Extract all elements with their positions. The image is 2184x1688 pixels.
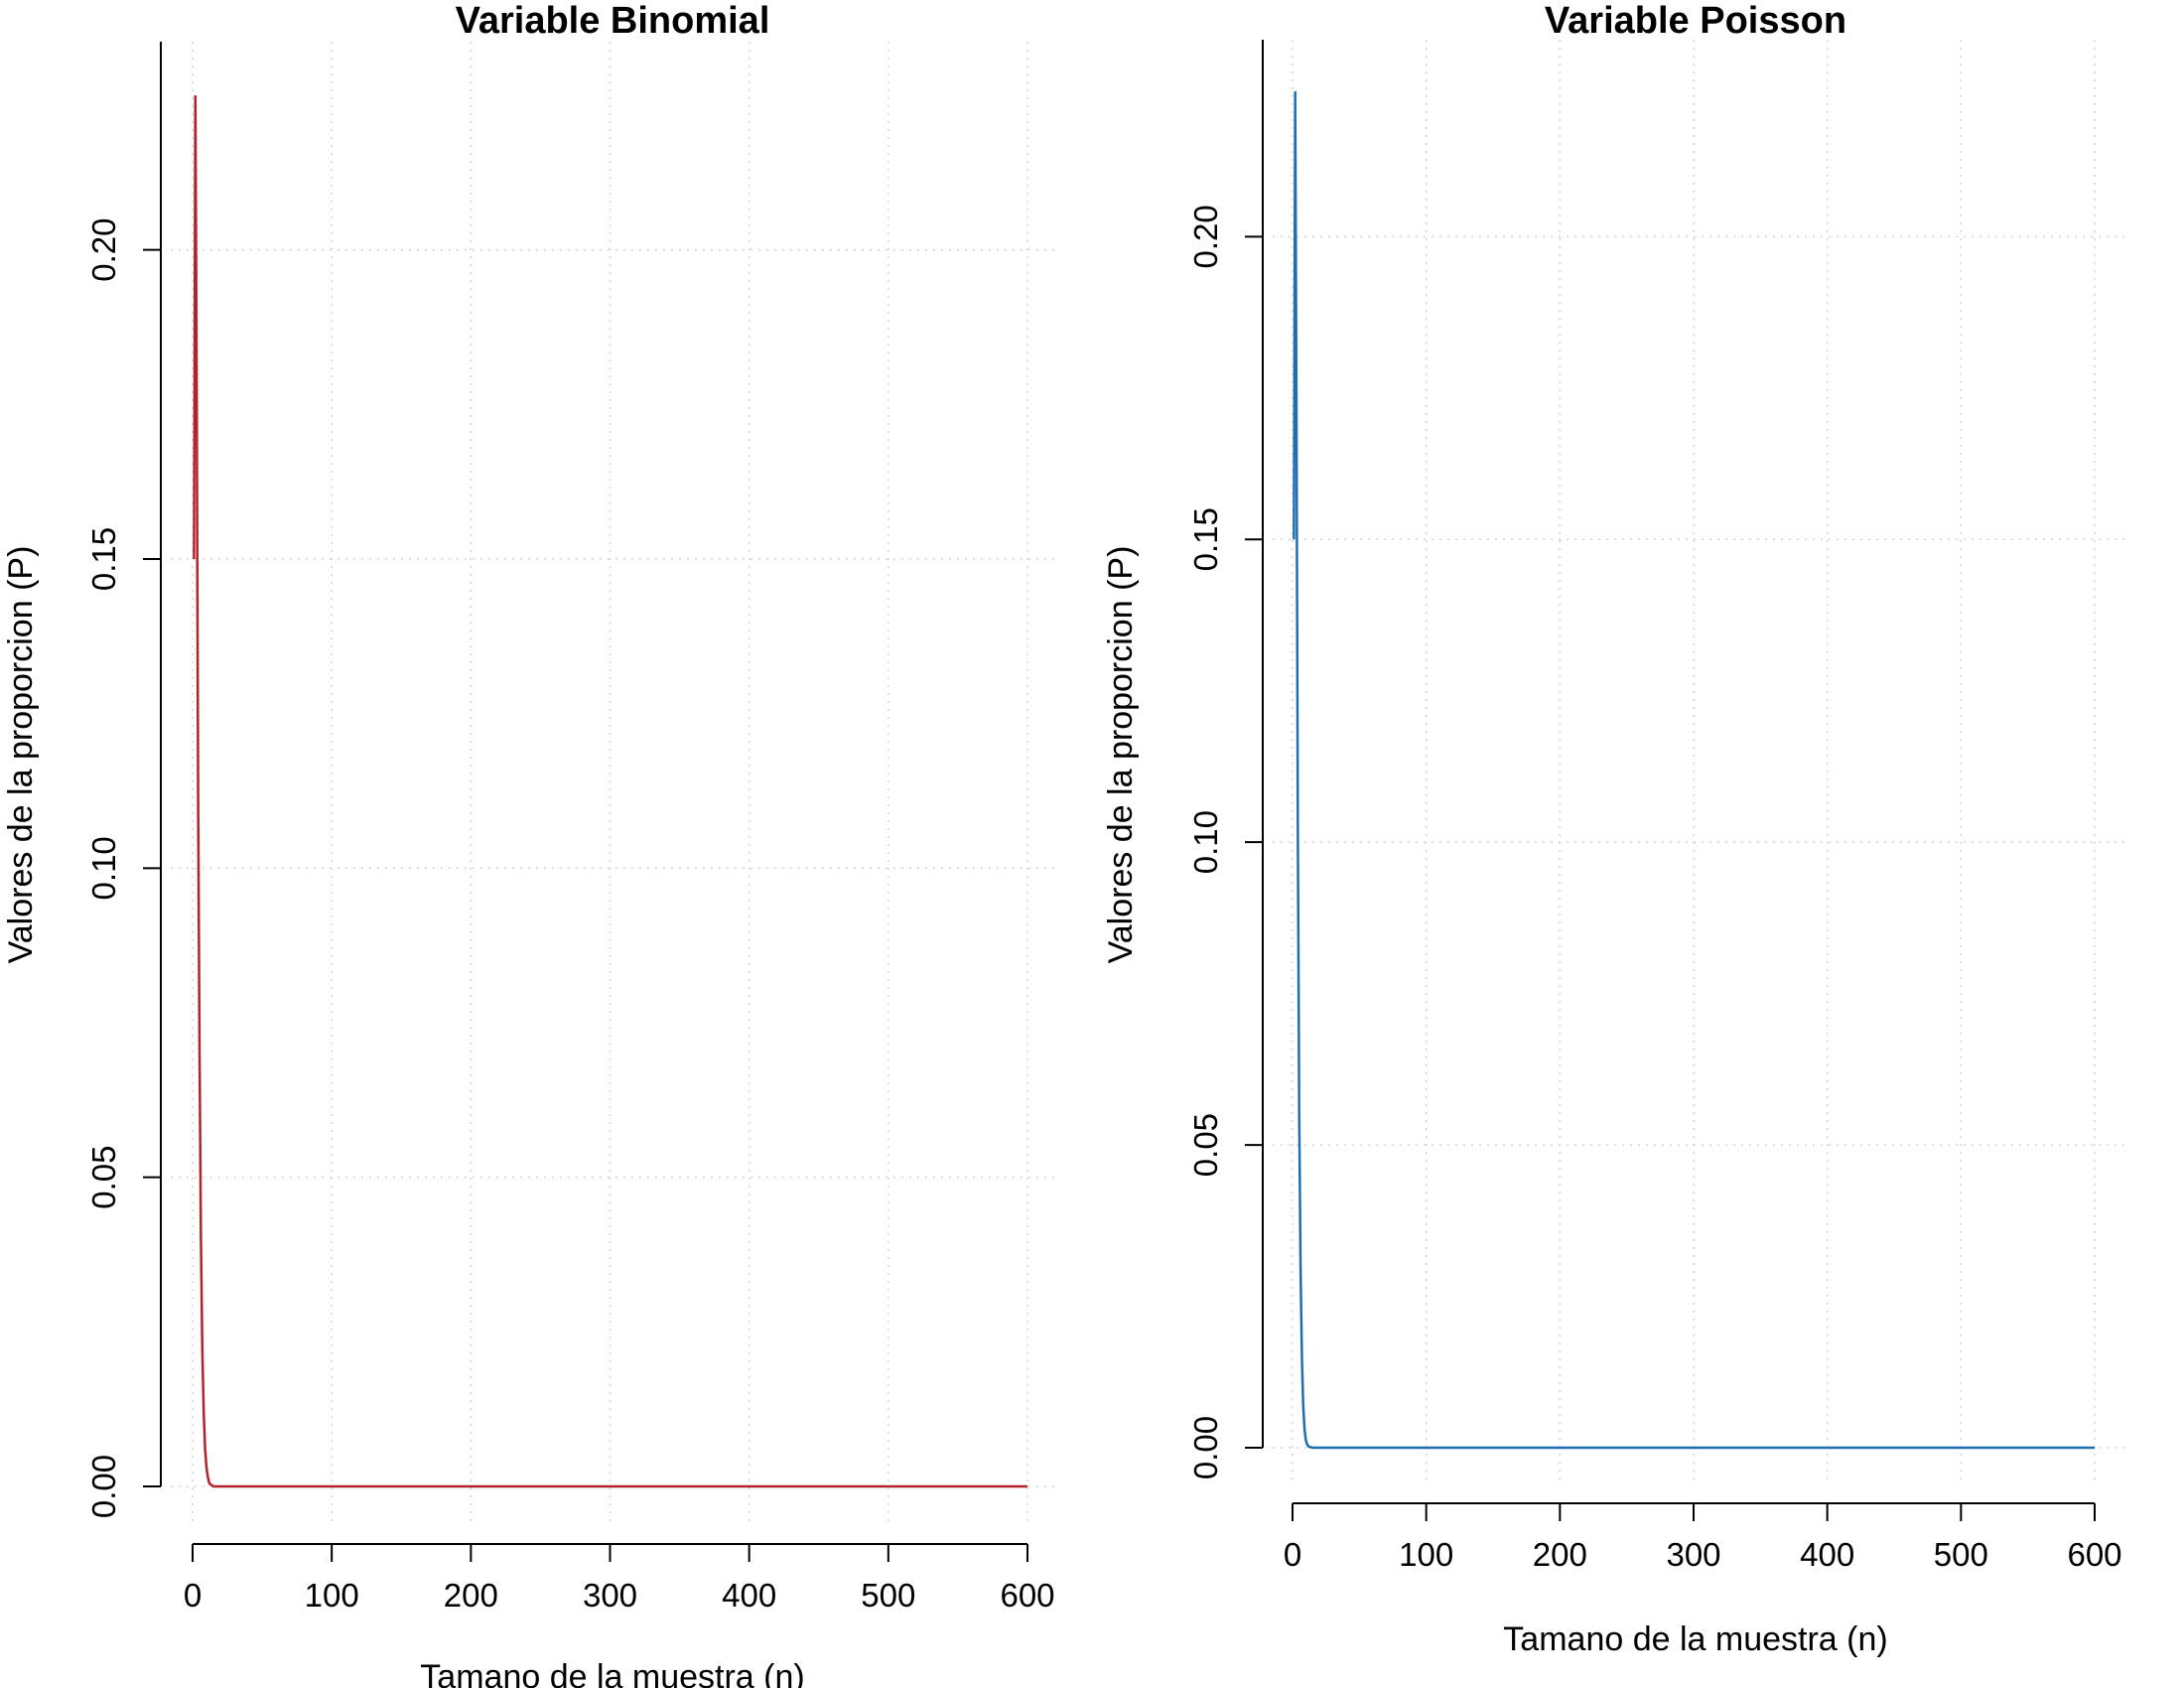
x-tick-label: 0 — [184, 1577, 202, 1614]
x-tick-label: 100 — [305, 1577, 359, 1614]
x-tick-label: 500 — [1934, 1536, 1988, 1573]
y-axis-label: Valores de la proporcion (P) — [2, 546, 40, 964]
x-tick-label: 600 — [2067, 1536, 2121, 1573]
gridlines — [171, 42, 1057, 1524]
x-tick-label: 400 — [1800, 1536, 1854, 1573]
y-tick-label: 0.10 — [85, 836, 122, 900]
chart-title: Variable Poisson — [1545, 0, 1846, 42]
poisson-panel: Variable Poisson Tamano de la muestra (n… — [1102, 0, 2124, 1658]
x-tick-label: 600 — [1000, 1577, 1054, 1614]
y-tick-label: 0.15 — [1187, 507, 1224, 571]
y-tick-label: 0.20 — [85, 218, 122, 282]
x-axis: 0 100 200 300 400 500 600 — [184, 1543, 1055, 1614]
gridlines — [1273, 40, 2124, 1483]
x-tick-label: 300 — [1666, 1536, 1720, 1573]
x-tick-label: 400 — [722, 1577, 776, 1614]
x-axis: 0 100 200 300 400 500 600 — [1284, 1502, 2122, 1573]
chart-title: Variable Binomial — [456, 0, 770, 42]
x-tick-label: 500 — [861, 1577, 915, 1614]
y-axis-label: Valores de la proporcion (P) — [1102, 546, 1140, 964]
x-tick-label: 100 — [1399, 1536, 1453, 1573]
x-axis-label: Tamano de la muestra (n) — [1503, 1620, 1887, 1658]
x-tick-label: 0 — [1284, 1536, 1301, 1573]
series-line — [193, 94, 1027, 1488]
y-axis: 0.00 0.05 0.10 0.15 0.20 — [85, 42, 162, 1518]
y-tick-label: 0.00 — [85, 1455, 122, 1518]
y-tick-label: 0.15 — [85, 527, 122, 591]
y-tick-label: 0.00 — [1187, 1416, 1224, 1479]
x-tick-label: 200 — [1533, 1536, 1587, 1573]
y-tick-label: 0.10 — [1187, 810, 1224, 874]
y-tick-label: 0.20 — [1187, 205, 1224, 268]
y-tick-label: 0.05 — [1187, 1113, 1224, 1177]
x-tick-label: 200 — [444, 1577, 498, 1614]
x-axis-label: Tamano de la muestra (n) — [420, 1658, 804, 1688]
x-tick-label: 300 — [583, 1577, 637, 1614]
y-axis: 0.00 0.05 0.10 0.15 0.20 — [1187, 40, 1264, 1479]
binomial-panel: Variable Binomial Tamano de la muestra (… — [2, 0, 1057, 1688]
series-line — [1293, 90, 2095, 1450]
y-tick-label: 0.05 — [85, 1146, 122, 1209]
